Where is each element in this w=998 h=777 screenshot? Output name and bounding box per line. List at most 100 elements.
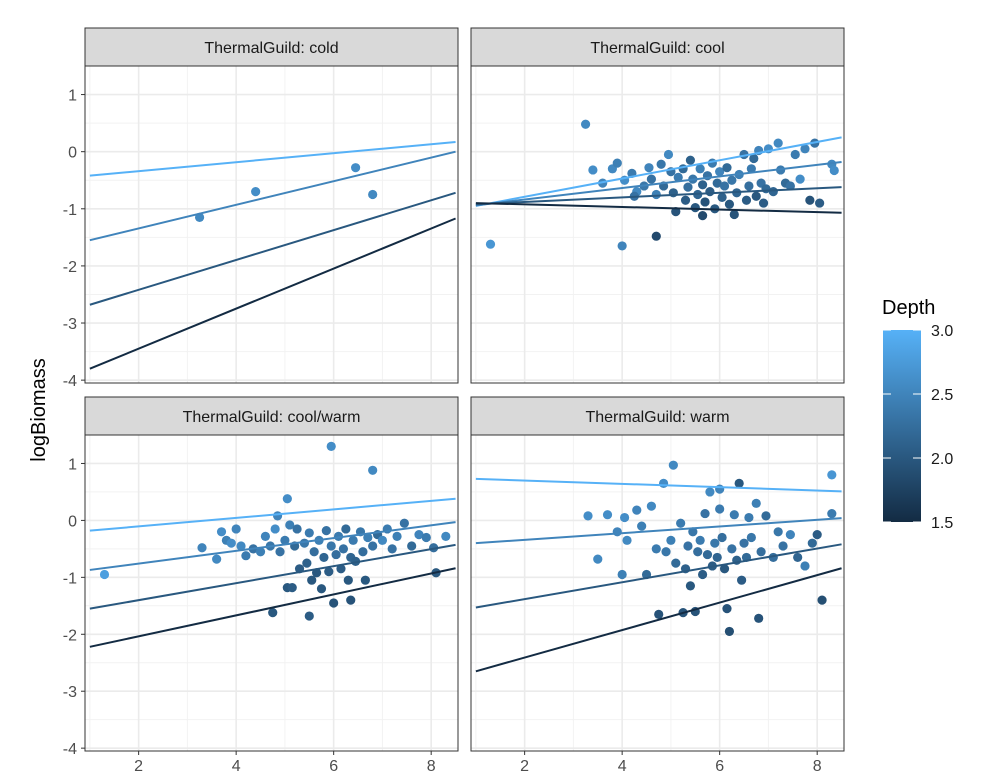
x-tick-label: 2 [134, 758, 143, 775]
data-point [612, 527, 622, 537]
data-point [583, 511, 593, 521]
data-point [676, 518, 686, 528]
panel-border [470, 434, 845, 752]
data-point [612, 158, 622, 168]
data-point [622, 535, 632, 545]
data-point [399, 518, 409, 528]
data-point [644, 163, 654, 173]
data-point [827, 508, 837, 519]
data-point [683, 182, 693, 192]
y-tick-label: -4 [63, 741, 77, 758]
data-point [663, 149, 674, 160]
data-point [329, 598, 339, 608]
facet-panel: ThermalGuild: cool/warm 1 0 -1 -2 -3 -4 2 4 6 8 [63, 396, 459, 775]
data-point [698, 180, 708, 190]
data-point [336, 564, 346, 574]
data-point [715, 484, 725, 494]
data-point [287, 582, 297, 593]
x-tick-label: 6 [715, 758, 724, 775]
data-point [685, 581, 696, 591]
data-point [270, 524, 280, 534]
panel-border [84, 65, 459, 384]
data-point [358, 547, 368, 557]
data-point [827, 470, 837, 480]
data-point [658, 478, 669, 488]
data-point [255, 547, 266, 557]
data-point [441, 531, 451, 541]
data-point [768, 187, 778, 197]
data-point [666, 535, 676, 545]
facet-strip [84, 396, 459, 436]
data-point [746, 164, 756, 174]
data-point [795, 174, 805, 184]
data-point [343, 575, 353, 585]
data-point [593, 554, 603, 564]
data-point [280, 535, 290, 545]
fit-line [475, 136, 842, 207]
fit-line [475, 202, 842, 214]
data-point [272, 511, 283, 521]
fit-line [89, 521, 456, 571]
data-point [292, 524, 302, 534]
data-point [588, 165, 598, 175]
data-point [717, 192, 727, 202]
plot-background [85, 435, 458, 751]
y-axis-title: logBiomass [28, 358, 50, 461]
data-point [722, 163, 732, 173]
x-tick-label: 8 [813, 758, 822, 775]
facet-strip [84, 27, 459, 67]
data-point [304, 611, 314, 621]
legend-tick-label: 3.0 [931, 323, 953, 340]
data-point [304, 528, 314, 538]
data-point [761, 511, 771, 521]
data-point [602, 510, 613, 520]
data-point [331, 549, 341, 560]
y-tick-label: 0 [68, 145, 77, 162]
y-tick-label: -4 [63, 373, 77, 390]
fit-line [89, 543, 456, 610]
data-point [793, 552, 803, 563]
data-point [710, 538, 720, 548]
data-point [715, 167, 725, 177]
data-point [722, 604, 732, 614]
data-point [275, 547, 285, 557]
data-point [717, 532, 727, 543]
facet-panels: ThermalGuild: cold10-1-2-3-4ThermalGuild… [63, 27, 845, 775]
data-point [758, 198, 769, 208]
data-point [619, 512, 630, 523]
data-point [785, 181, 795, 191]
data-point [751, 498, 761, 508]
data-point [632, 505, 642, 515]
data-point [326, 441, 336, 451]
fit-line [475, 567, 842, 673]
data-point [316, 584, 327, 594]
data-point [695, 535, 705, 545]
data-point [368, 465, 378, 475]
data-point [744, 181, 754, 191]
data-point [319, 552, 329, 563]
data-point [729, 209, 739, 220]
data-point [790, 149, 800, 160]
data-point [661, 547, 671, 557]
data-point [392, 531, 402, 541]
data-point [368, 541, 378, 551]
data-point [637, 521, 647, 531]
data-point [326, 541, 336, 551]
data-point [387, 544, 397, 554]
facet-panel: ThermalGuild: warm 2 4 6 8 [470, 396, 845, 775]
data-point [685, 155, 696, 165]
data-point [338, 544, 349, 554]
data-point [754, 613, 764, 623]
data-point [737, 575, 747, 585]
data-point [260, 531, 271, 541]
x-tick-label: 4 [618, 758, 627, 775]
y-tick-label: -2 [63, 259, 77, 276]
data-point [700, 197, 710, 207]
data-point [812, 530, 822, 540]
data-point [268, 608, 278, 618]
facet-strip-label: ThermalGuild: cool/warm [183, 409, 361, 426]
data-point [617, 241, 627, 251]
data-point [680, 195, 691, 205]
facet-strip-label: ThermalGuild: cool [590, 40, 724, 57]
data-point [724, 626, 735, 637]
